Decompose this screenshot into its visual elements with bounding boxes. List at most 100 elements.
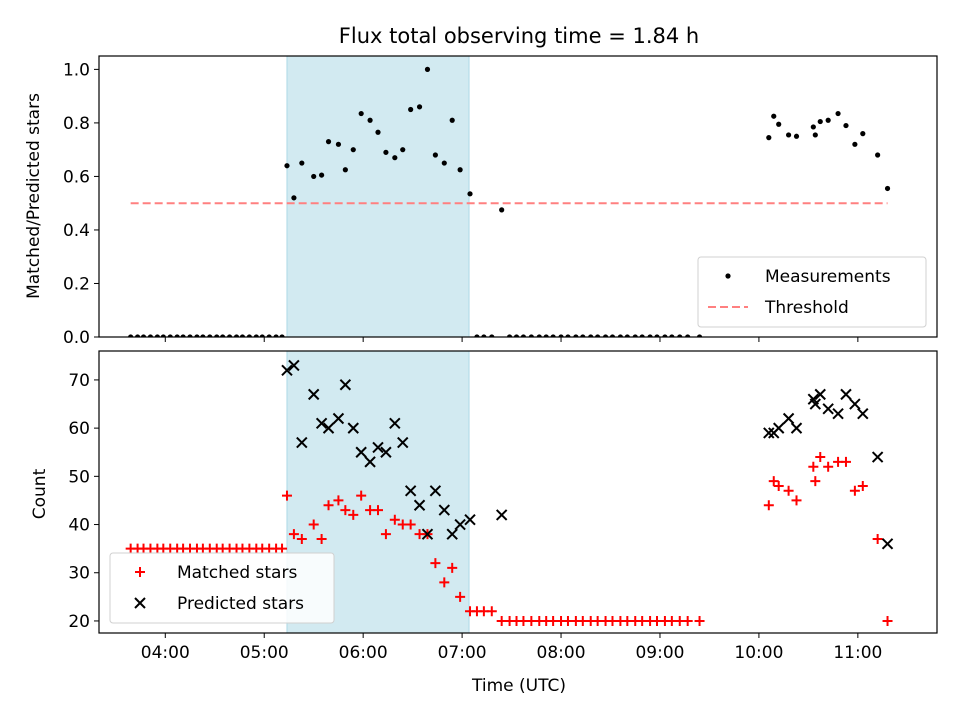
top-legend-box	[697, 256, 927, 328]
top-measurements-point	[696, 334, 703, 337]
top-y-tick-label: 0.2	[63, 274, 90, 294]
bottom-legend-swatch	[135, 567, 145, 577]
top-measurements-point	[499, 207, 505, 213]
top-measurements-point	[134, 334, 141, 337]
bottom-matched-stars-point	[308, 519, 319, 530]
top-measurements-point	[273, 334, 279, 337]
bottom-legend-label: Predicted stars	[177, 594, 304, 614]
top-measurements-point	[239, 334, 246, 337]
top-measurements-point	[147, 334, 154, 337]
bottom-matched-stars-point	[447, 562, 458, 573]
bottom-predicted-stars-point	[840, 388, 852, 401]
chart-title: Flux total observing time = 1.84 h	[339, 24, 699, 48]
bottom-predicted-stars-point	[397, 436, 409, 449]
top-measurements-point	[588, 334, 594, 337]
bottom-predicted-stars-point	[296, 436, 308, 449]
top-measurements-point	[266, 334, 272, 337]
top-measurements-point	[167, 334, 173, 337]
top-measurements-point	[350, 147, 356, 153]
top-measurements-point	[367, 117, 373, 123]
bottom-matched-stars-point	[763, 500, 774, 511]
top-measurements-point	[441, 160, 447, 166]
bottom-matched-stars-point	[455, 591, 466, 602]
bottom-matched-stars-point	[373, 505, 384, 516]
bottom-predicted-stars-point	[404, 485, 417, 497]
bottom-predicted-stars-point	[822, 403, 834, 415]
top-measurements-point	[884, 185, 891, 192]
top-legend-label: Measurements	[765, 267, 891, 287]
top-y-tick-label: 0.8	[63, 114, 90, 134]
bottom-matched-stars-point	[348, 509, 359, 520]
bottom-y-axis-label: Count	[30, 468, 50, 519]
top-measurements-point	[335, 141, 342, 147]
top-legend-swatch	[725, 273, 731, 279]
top-y-tick-label: 0.6	[63, 167, 90, 187]
bottom-matched-stars-point	[281, 490, 292, 501]
top-measurements-point	[624, 334, 630, 337]
bottom-predicted-stars-point	[454, 518, 466, 531]
top-measurements-point	[200, 334, 206, 337]
top-y-axis-label: Matched/Predicted stars	[24, 93, 44, 299]
top-measurements-point	[160, 334, 166, 337]
top-observing-window	[286, 55, 470, 338]
bottom-matched-stars-point	[815, 452, 826, 463]
top-measurements-point	[128, 334, 134, 337]
top-measurements-point	[573, 334, 579, 337]
bottom-matched-stars-point	[840, 456, 851, 467]
bottom-predicted-stars-point	[464, 514, 476, 526]
top-measurements-point	[180, 334, 186, 337]
top-measurements-point	[835, 110, 841, 117]
top-measurements-point	[342, 167, 348, 173]
top-measurements-point	[449, 117, 455, 123]
top-measurements-point	[543, 334, 549, 337]
top-measurements-point	[358, 110, 364, 117]
top-measurements-point	[662, 334, 668, 337]
x-tick-label: 05:00	[240, 643, 289, 663]
top-y-tick-label: 1.0	[63, 60, 90, 80]
x-axis-label: Time (UTC)	[471, 676, 566, 696]
top-measurements-point	[400, 147, 406, 153]
bottom-predicted-stars-point	[339, 379, 352, 391]
top-measurements-point	[602, 334, 609, 337]
bottom-predicted-stars-point	[857, 407, 869, 420]
bottom-predicted-stars-point	[372, 441, 384, 454]
bottom-predicted-stars-point	[881, 538, 894, 550]
top-measurements-point	[639, 334, 645, 337]
top-measurements-point	[793, 133, 800, 139]
top-measurements-point	[467, 191, 473, 197]
bottom-predicted-stars-point	[380, 446, 392, 458]
bottom-predicted-stars-point	[782, 412, 795, 425]
top-measurements-point	[771, 113, 777, 119]
bottom-predicted-stars-point	[307, 388, 320, 401]
top-measurements-point	[174, 334, 180, 337]
bottom-y-tick-label: 40	[68, 516, 90, 536]
top-measurements-point	[654, 334, 660, 337]
top-measurements-point	[284, 163, 290, 169]
top-measurements-point	[677, 334, 683, 337]
top-measurements-point	[860, 131, 866, 137]
bottom-matched-stars-point	[333, 495, 344, 506]
top-measurements-point	[325, 139, 332, 145]
top-measurements-point	[528, 334, 534, 337]
bottom-y-tick-label: 30	[68, 564, 90, 584]
top-measurements-point	[279, 334, 285, 337]
top-measurements-point	[481, 334, 487, 337]
bottom-matched-stars-point	[296, 534, 307, 544]
top-measurements-point	[513, 334, 520, 337]
top-measurements-point	[852, 141, 858, 147]
top-measurements-point	[580, 334, 586, 337]
top-measurements-point	[776, 121, 782, 127]
bottom-matched-stars-point	[323, 500, 334, 511]
top-measurements-point	[424, 66, 431, 72]
top-measurements-point	[843, 122, 849, 129]
bottom-predicted-stars-point	[809, 398, 822, 410]
top-measurements-point	[383, 149, 389, 155]
bottom-matched-stars-point	[783, 485, 794, 496]
bottom-y-tick-label: 60	[68, 419, 90, 439]
bottom-matched-stars-point	[288, 529, 299, 540]
bottom-matched-stars-point	[682, 615, 693, 626]
top-panel: 0.0 0.2 0.4 0.6 0.8 1.0 Measurements Threshold	[63, 55, 938, 348]
bottom-predicted-stars-point	[763, 427, 775, 439]
top-measurements-point	[375, 129, 381, 135]
top-measurements-point	[416, 104, 423, 110]
